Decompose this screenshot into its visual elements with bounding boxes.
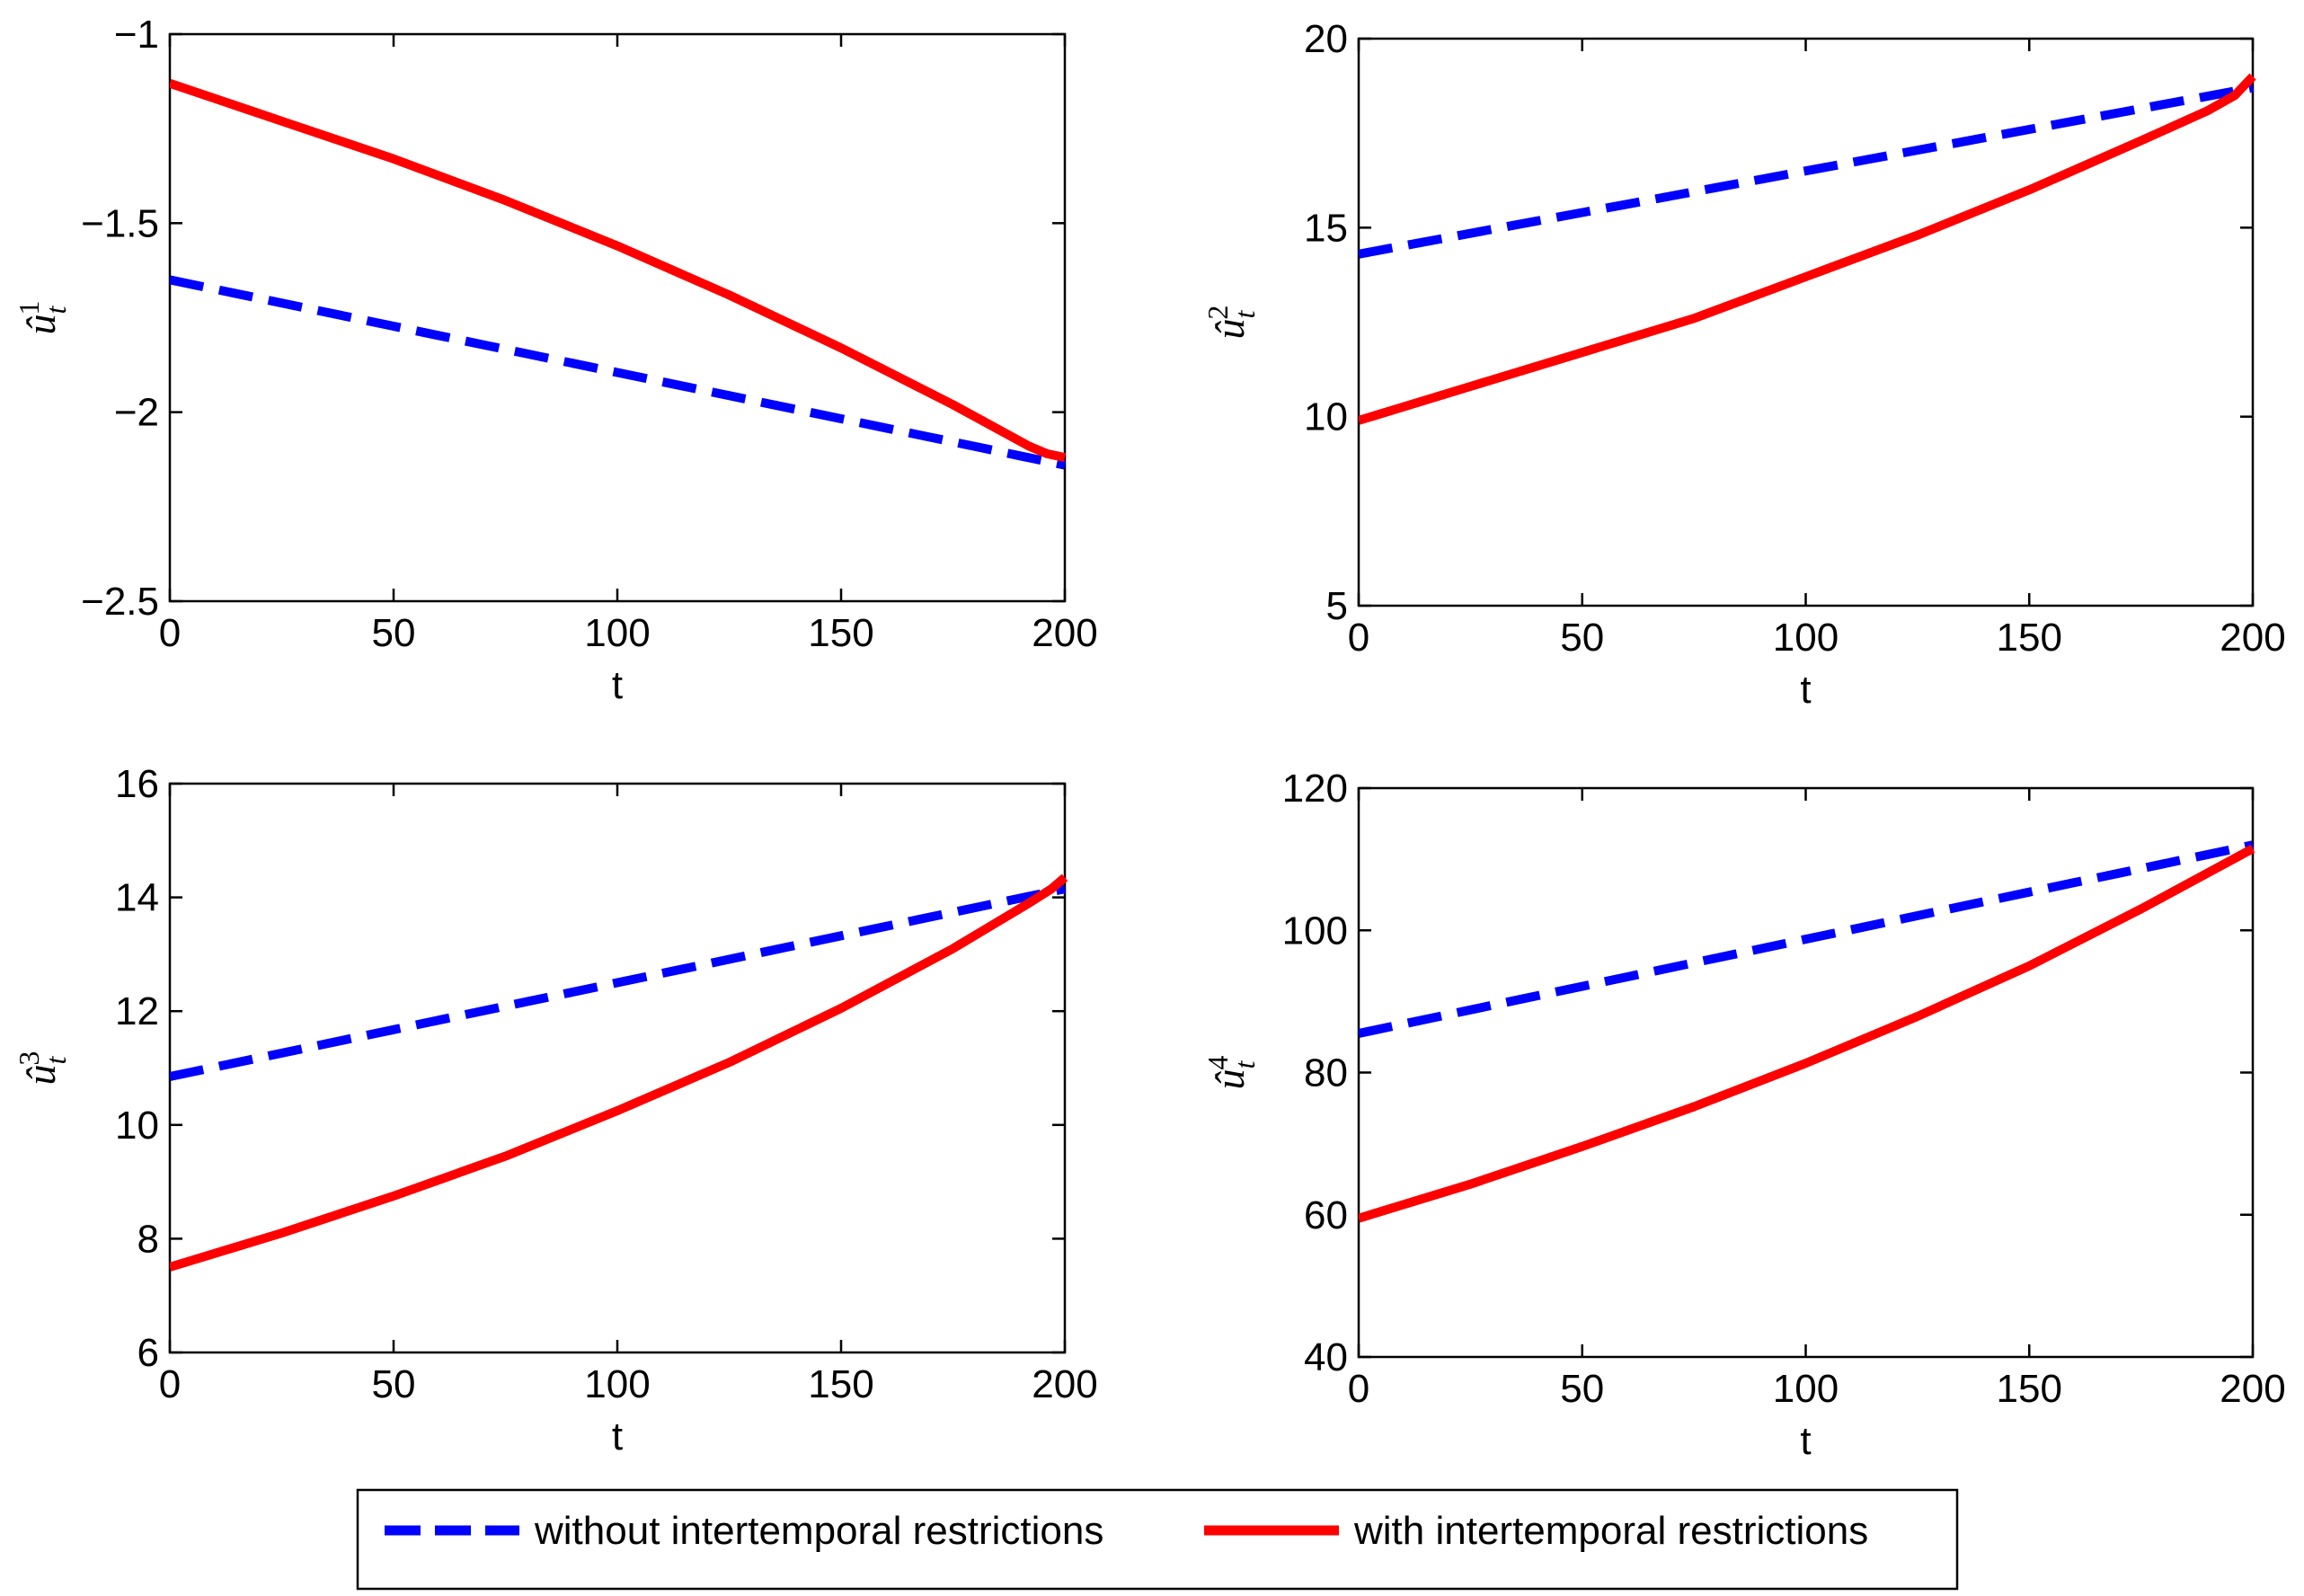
series-line-without-restrictions	[1359, 83, 2254, 259]
y-tick-label: 60	[1304, 1193, 1348, 1237]
x-tick-label: 50	[372, 1362, 416, 1406]
x-tick-label: 150	[1997, 616, 2062, 660]
y-tick-label: 12	[115, 989, 159, 1033]
x-tick-label: 200	[1032, 611, 1097, 655]
y-tick-label: −2	[114, 391, 159, 435]
axes-box	[168, 32, 1067, 603]
legend-label-without: without intertemporal restrictions	[534, 1509, 1103, 1553]
y-tick-label: −1.5	[81, 201, 159, 245]
y-axis-label: ût4	[1201, 1056, 1261, 1090]
series-line-with-restrictions	[170, 873, 1068, 1272]
x-tick-label: 0	[159, 611, 181, 655]
x-tick-label: 200	[1032, 1362, 1097, 1406]
x-tick-label: 0	[159, 1362, 181, 1406]
axes-box	[168, 782, 1067, 1354]
chart-panel-2: 0 50 100 150 200 5 10 15 20 t ût2	[1201, 17, 2286, 712]
x-axis-label: t	[1800, 668, 1811, 712]
x-tick-label: 50	[1560, 1367, 1604, 1411]
legend-label-with: with intertemporal restrictions	[1353, 1509, 1868, 1553]
y-tick-label: 6	[137, 1331, 159, 1375]
series-line-with-restrictions	[170, 78, 1067, 462]
y-axis-label: ût2	[1201, 306, 1261, 340]
chart-panel-3: 0 50 100 150 200 6 8 10 12 14 16 t ût3	[13, 762, 1098, 1459]
x-axis-label: t	[1800, 1419, 1811, 1463]
axes-box	[1357, 786, 2255, 1359]
series-line-without-restrictions	[170, 884, 1067, 1081]
x-tick-label: 100	[1773, 616, 1839, 660]
legend: without intertemporal restrictions with …	[356, 1488, 1959, 1591]
x-tick-label: 100	[584, 1362, 650, 1406]
y-tick-label: 8	[137, 1217, 159, 1261]
x-tick-label: 200	[2220, 616, 2285, 660]
x-axis-label: t	[612, 1414, 623, 1459]
chart-panel-4: 0 50 100 150 200 40 60 80 100 120 t ût4	[1201, 767, 2286, 1463]
x-tick-label: 100	[1773, 1367, 1839, 1411]
x-tick-label: 200	[2220, 1367, 2285, 1411]
chart-panel-1: 0 50 100 150 200 −2.5 −2 −1.5 −1 t ût1	[13, 13, 1098, 707]
axes-box	[1357, 37, 2255, 607]
y-tick-label: 10	[1304, 395, 1348, 439]
y-tick-label: −1	[114, 13, 159, 57]
y-tick-label: 10	[115, 1104, 159, 1148]
y-tick-label: 5	[1326, 584, 1348, 628]
series-line-with-restrictions	[1359, 73, 2256, 425]
y-tick-label: 15	[1304, 206, 1348, 250]
x-tick-label: 150	[808, 1362, 873, 1406]
x-tick-label: 50	[1560, 616, 1604, 660]
x-axis-label: t	[612, 663, 623, 707]
series-line-without-restrictions	[1359, 840, 2255, 1038]
y-tick-label: 20	[1304, 17, 1348, 61]
x-tick-label: 150	[808, 611, 873, 655]
series-line-with-restrictions	[1359, 844, 2255, 1223]
y-tick-label: 100	[1282, 909, 1348, 953]
y-axis-label: ût3	[13, 1051, 72, 1086]
x-tick-label: 50	[372, 611, 416, 655]
y-axis-label: ût1	[13, 301, 72, 335]
x-tick-label: 150	[1997, 1367, 2062, 1411]
y-tick-label: −2.5	[81, 580, 159, 624]
y-tick-label: 16	[115, 762, 159, 806]
y-tick-label: 120	[1282, 767, 1348, 811]
x-tick-label: 0	[1348, 1367, 1369, 1411]
y-tick-label: 80	[1304, 1051, 1348, 1095]
y-tick-label: 14	[115, 876, 159, 920]
legend-box	[356, 1488, 1959, 1591]
x-tick-label: 0	[1348, 616, 1369, 660]
x-tick-label: 100	[584, 611, 650, 655]
y-tick-label: 40	[1304, 1335, 1348, 1379]
series-line-without-restrictions	[170, 275, 1067, 470]
